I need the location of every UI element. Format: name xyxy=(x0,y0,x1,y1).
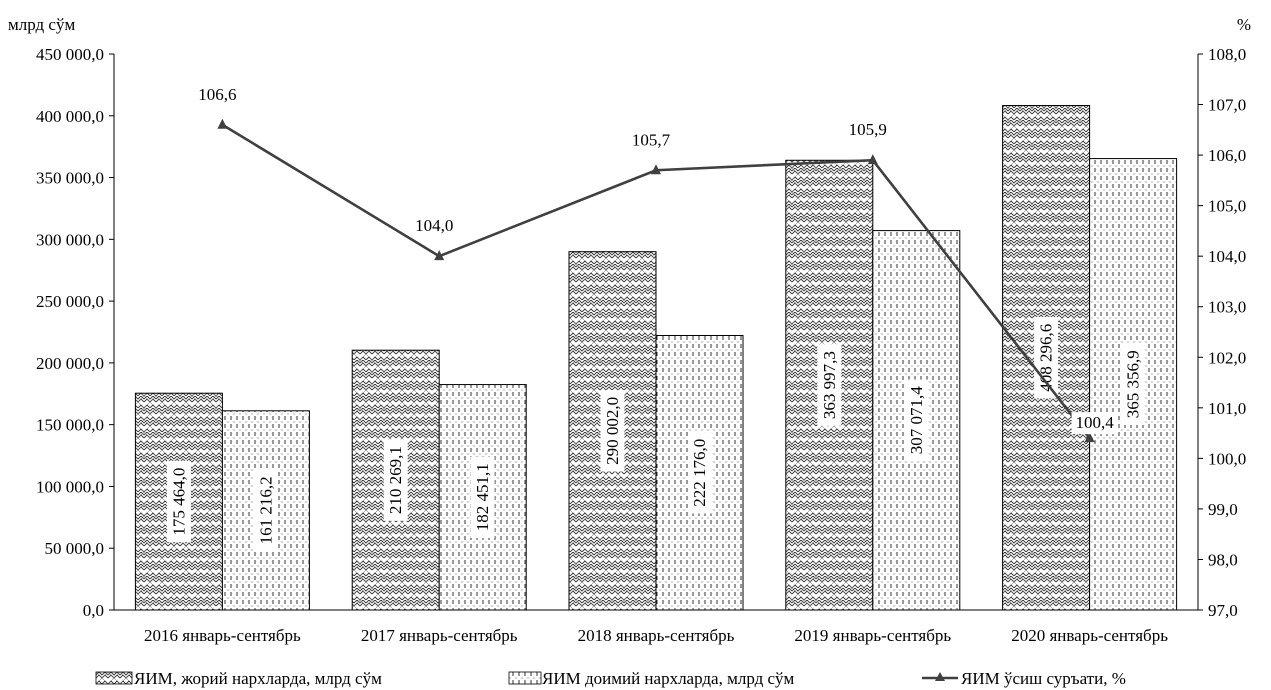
legend-label-constant-prices: ЯИМ доимий нархларда, млрд сўм xyxy=(542,669,795,688)
left-tick-label: 450 000,0 xyxy=(36,45,104,64)
bar-value-label: 222 176,0 xyxy=(690,439,709,507)
bar-label-background xyxy=(600,390,625,472)
right-tick-label: 102,0 xyxy=(1208,348,1246,367)
right-tick-label: 101,0 xyxy=(1208,399,1246,418)
growth-label-background xyxy=(411,215,458,238)
legend-marker-growth xyxy=(935,672,945,681)
left-tick-label: 0,0 xyxy=(83,601,104,620)
legend-label-growth: ЯИМ ўсиш суръати, % xyxy=(961,669,1126,688)
category-label: 2019 январь-сентябрь xyxy=(794,626,951,645)
growth-label-background xyxy=(194,83,241,106)
category-labels: 2016 январь-сентябрь 2017 январь-сентябрь… xyxy=(144,626,1168,645)
bar-label-background xyxy=(904,379,929,461)
growth-label-background xyxy=(844,119,891,142)
bar-label-background xyxy=(1034,317,1059,399)
growth-marker xyxy=(217,118,228,129)
growth-value-label: 105,7 xyxy=(632,130,671,149)
category-label: 2016 январь-сентябрь xyxy=(144,626,301,645)
right-tick-label: 105,0 xyxy=(1208,197,1246,216)
right-tick-label: 103,0 xyxy=(1208,298,1246,317)
right-tick-label: 97,0 xyxy=(1208,601,1238,620)
right-axis-unit: % xyxy=(1237,15,1251,34)
growth-value-label: 100,4 xyxy=(1075,413,1114,432)
left-tick-label: 200 000,0 xyxy=(36,354,104,373)
left-tick-label: 50 000,0 xyxy=(45,539,105,558)
axes xyxy=(113,54,1199,611)
bar-label-background xyxy=(253,469,278,552)
category-label: 2020 январь-сентябрь xyxy=(1011,626,1168,645)
legend-swatch-current-prices xyxy=(95,671,133,685)
left-tick-label: 100 000,0 xyxy=(36,477,104,496)
right-tick-label: 100,0 xyxy=(1208,449,1246,468)
bar-value-label: 210 269,1 xyxy=(386,446,405,514)
right-tick-label: 104,0 xyxy=(1208,247,1246,266)
growth-marker xyxy=(867,154,878,165)
growth-label-background xyxy=(1071,412,1118,435)
bar-label-background xyxy=(470,456,495,538)
left-axis-unit: млрд сўм xyxy=(8,15,75,34)
right-axis-ticks: 97,0 98,0 99,0 100,0 101,0 102,0 103,0 104,0 105… xyxy=(1198,45,1246,620)
growth-label-background xyxy=(628,129,674,152)
bar-value-label: 161 216,2 xyxy=(256,476,275,544)
left-tick-label: 150 000,0 xyxy=(36,416,104,435)
growth-value-label: 106,6 xyxy=(198,85,236,104)
growth-marker xyxy=(1084,432,1095,443)
growth-line-series: 106,6 104,0 105,7 105,9 100,4 xyxy=(194,83,1118,443)
growth-value-label: 104,0 xyxy=(415,216,453,235)
right-tick-label: 107,0 xyxy=(1208,96,1246,115)
right-tick-label: 108,0 xyxy=(1208,45,1246,64)
bar-value-label: 365 356,9 xyxy=(1124,350,1143,418)
right-tick-label: 99,0 xyxy=(1208,500,1238,519)
bar-value-label: 175 464,0 xyxy=(169,468,188,536)
left-axis-ticks: 0,0 50 000,0 100 000,0 150 000,0 200 000,0 25… xyxy=(36,45,114,620)
left-tick-label: 250 000,0 xyxy=(36,292,104,311)
growth-marker xyxy=(434,250,445,261)
category-label: 2017 январь-сентябрь xyxy=(361,626,518,645)
legend: ЯИМ, жорий нархларда, млрд сўм ЯИМ доими… xyxy=(95,669,1126,688)
right-tick-label: 106,0 xyxy=(1208,146,1246,165)
bar-label-background xyxy=(687,432,712,514)
bar-value-label: 307 071,4 xyxy=(907,386,926,455)
bar-label-background xyxy=(383,439,408,521)
growth-marker xyxy=(651,164,661,175)
left-tick-label: 350 000,0 xyxy=(36,169,104,188)
category-label: 2018 январь-сентябрь xyxy=(578,626,735,645)
left-tick-label: 400 000,0 xyxy=(36,107,104,126)
bar-label-background xyxy=(817,344,842,426)
bar-label-background xyxy=(1121,343,1146,425)
growth-value-label: 105,9 xyxy=(849,120,887,139)
bar-value-label: 290 002,0 xyxy=(603,397,622,465)
right-tick-label: 98,0 xyxy=(1208,550,1238,569)
bar-value-label: 363 997,3 xyxy=(820,351,839,419)
legend-label-current-prices: ЯИМ, жорий нархларда, млрд сўм xyxy=(134,669,382,688)
bar-series: 175 464,0 161 216,2 210 269,1 182 451,1 290 … xyxy=(134,105,1178,611)
legend-swatch-constant-prices xyxy=(508,671,542,685)
left-tick-label: 300 000,0 xyxy=(36,230,104,249)
bar-label-background xyxy=(166,460,191,543)
bar-value-label: 182 451,1 xyxy=(473,463,492,531)
